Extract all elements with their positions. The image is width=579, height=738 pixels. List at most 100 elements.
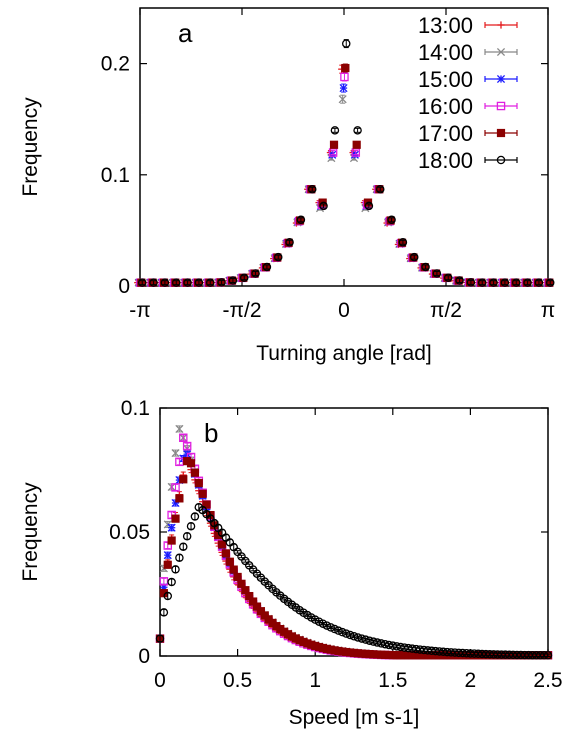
- point-14:00: [338, 95, 347, 104]
- point-18:00: [432, 269, 442, 278]
- x-tick-label: 2: [465, 669, 477, 692]
- point-14:00: [171, 449, 180, 458]
- point-18:00: [179, 542, 188, 551]
- point-18:00: [455, 276, 464, 285]
- point-18:00: [183, 278, 192, 287]
- data-points-b: [155, 424, 553, 660]
- point-17:00: [175, 494, 184, 503]
- point-18:00: [489, 278, 498, 287]
- point-18:00: [262, 262, 272, 272]
- x-tick-label: 0: [154, 669, 166, 692]
- point-17:00: [225, 557, 234, 566]
- x-tick-label: 0: [338, 299, 350, 322]
- x-tick-label: -π: [129, 299, 150, 322]
- point-18:00: [308, 185, 317, 194]
- point-18:00: [163, 591, 173, 601]
- point-17:00: [221, 549, 231, 558]
- point-15:00: [163, 551, 172, 560]
- point-17:00: [341, 63, 350, 73]
- x-tick-label: 2.5: [533, 669, 562, 692]
- point-18:00: [534, 278, 544, 287]
- point-18:00: [322, 621, 332, 630]
- x-tick-label: π: [541, 299, 556, 322]
- point-17:00: [179, 475, 188, 484]
- point-16:00: [340, 72, 349, 82]
- point-17:00: [329, 140, 339, 149]
- legend-marker: [496, 47, 506, 57]
- point-18:00: [251, 269, 260, 278]
- y-axis-label-a: Frequency: [19, 97, 42, 197]
- point-18:00: [398, 238, 408, 247]
- point-18:00: [274, 252, 283, 262]
- x-ticks-b: 0 0.5 1 1.5 2 2.5 0 0.05 0.1: [109, 397, 562, 692]
- point-16:00: [351, 148, 361, 157]
- y-axis-label-b: Frequency: [19, 482, 42, 582]
- point-18:00: [341, 39, 351, 48]
- legend-label: 18:00: [418, 148, 473, 173]
- point-18:00: [171, 565, 180, 574]
- y-tick-label: 0: [118, 275, 130, 298]
- legend-marker: [496, 101, 506, 111]
- point-17:00: [163, 560, 172, 569]
- point-18:00: [364, 201, 374, 211]
- point-17:00: [190, 468, 200, 477]
- point-18:00: [217, 278, 226, 287]
- legend-marker: [496, 74, 506, 84]
- point-17:00: [167, 536, 176, 545]
- point-18:00: [353, 126, 362, 135]
- point-18:00: [477, 278, 487, 287]
- point-18:00: [206, 278, 215, 287]
- point-17:00: [233, 572, 242, 582]
- point-17:00: [229, 565, 238, 574]
- point-18:00: [155, 634, 165, 643]
- point-18:00: [175, 553, 184, 562]
- point-18:00: [511, 278, 521, 287]
- point-17:00: [202, 500, 211, 509]
- point-17:00: [186, 459, 196, 468]
- point-18:00: [387, 215, 396, 225]
- point-18:00: [186, 521, 196, 531]
- point-18:00: [182, 531, 192, 541]
- point-18:00: [190, 512, 200, 521]
- point-18:00: [375, 185, 385, 194]
- point-18:00: [319, 201, 328, 211]
- point-17:00: [194, 479, 203, 488]
- point-18:00: [443, 273, 453, 282]
- point-18:00: [159, 608, 169, 617]
- point-18:00: [330, 126, 340, 135]
- point-16:00: [179, 433, 188, 443]
- point-18:00: [167, 577, 176, 587]
- legend-label: 13:00: [418, 13, 473, 38]
- x-tick-label: π/2: [430, 299, 462, 322]
- legend-marker: [497, 21, 505, 29]
- point-18:00: [296, 215, 306, 225]
- x-ticks-a: -π -π/2 0 π/2 π 0 0.1 0.2: [101, 8, 555, 322]
- point-16:00: [171, 483, 180, 492]
- point-18:00: [545, 278, 555, 287]
- panel-label-b: b: [204, 418, 218, 448]
- point-17:00: [171, 514, 180, 523]
- y-tick-label: 0.2: [101, 53, 130, 76]
- x-tick-label: 1: [309, 669, 321, 692]
- y-tick-label: 0.05: [109, 521, 150, 544]
- panel-label-a: a: [178, 18, 193, 48]
- legend-label: 17:00: [418, 121, 473, 146]
- point-18:00: [409, 252, 419, 262]
- point-18:00: [240, 273, 249, 282]
- point-18:00: [228, 276, 238, 285]
- point-18:00: [421, 262, 430, 272]
- y-tick-label: 0.1: [121, 397, 150, 420]
- point-18:00: [194, 278, 204, 287]
- point-16:00: [175, 457, 184, 467]
- point-18:00: [172, 278, 181, 287]
- panel-b: 0 0.5 1 1.5 2 2.5 0 0.05 0.1 b Frequency Speed […: [19, 397, 563, 729]
- y-tick-label: 0: [138, 645, 150, 668]
- plot-frame-a: [139, 7, 549, 287]
- x-axis-label-b: Speed [m s-1]: [289, 706, 420, 729]
- legend-marker: [496, 128, 506, 138]
- panel-a: -π -π/2 0 π/2 π 0 0.1 0.2 a 13:0014:0015:0016:0…: [19, 7, 555, 365]
- legend-label: 16:00: [418, 94, 473, 119]
- x-tick-label: 1.5: [378, 669, 407, 692]
- point-15:00: [339, 84, 348, 93]
